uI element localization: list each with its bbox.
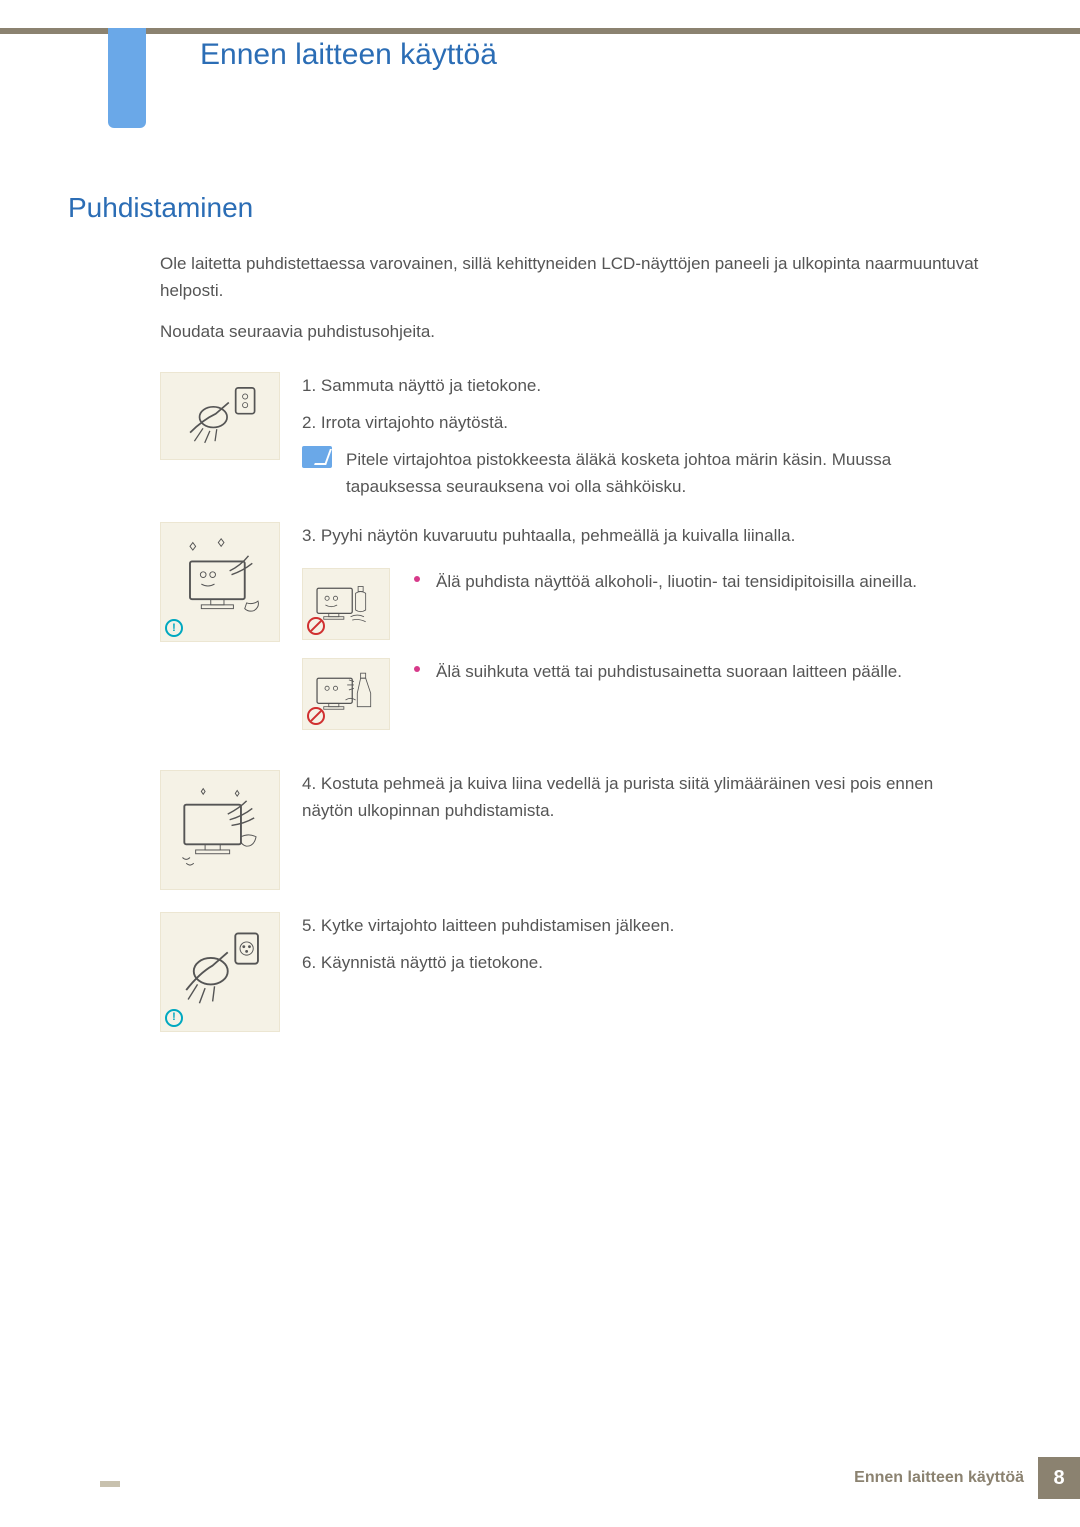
illustration-damp-cloth bbox=[160, 770, 280, 890]
step-3-bullet-1: Älä puhdista näyttöä alkoholi-, liuotin-… bbox=[436, 568, 917, 595]
step-1-2-row: 1. Sammuta näyttö ja tietokone. 2. Irrot… bbox=[160, 372, 980, 501]
step-6-text: 6. Käynnistä näyttö ja tietokone. bbox=[302, 949, 980, 976]
step-4-row: 4. Kostuta pehmeä ja kuiva liina vedellä… bbox=[160, 770, 980, 890]
section-title: Puhdistaminen bbox=[68, 192, 253, 224]
illustration-no-spray bbox=[302, 658, 390, 730]
top-olive-bar bbox=[0, 28, 1080, 34]
footer-chapter-text: Ennen laitteen käyttöä bbox=[854, 1469, 1024, 1487]
step-2-note: Pitele virtajohtoa pistokkeesta äläkä ko… bbox=[302, 446, 980, 500]
prohibit-badge-icon bbox=[307, 707, 325, 725]
intro-paragraph-2: Noudata seuraavia puhdistusohjeita. bbox=[160, 318, 980, 345]
illustration-no-chemicals bbox=[302, 568, 390, 640]
footer-accent-left bbox=[100, 1481, 120, 1487]
step-5-text: 5. Kytke virtajohto laitteen puhdistamis… bbox=[302, 912, 980, 939]
info-badge-icon: ! bbox=[165, 619, 183, 637]
bullet-icon bbox=[414, 666, 420, 672]
step-4-text: 4. Kostuta pehmeä ja kuiva liina vedellä… bbox=[302, 770, 980, 824]
illustration-unplug bbox=[160, 372, 280, 460]
step-3-text: 3. Pyyhi näytön kuvaruutu puhtaalla, peh… bbox=[302, 522, 980, 549]
page-footer: Ennen laitteen käyttöä 8 bbox=[854, 1457, 1080, 1499]
step-3-warning-2: Älä suihkuta vettä tai puhdistusainetta … bbox=[302, 658, 980, 730]
illustration-plug-in: ! bbox=[160, 912, 280, 1032]
body-content: Ole laitetta puhdistettaessa varovainen,… bbox=[160, 250, 980, 1054]
bullet-icon bbox=[414, 576, 420, 582]
illustration-wipe-screen: ! bbox=[160, 522, 280, 642]
prohibit-badge-icon bbox=[307, 617, 325, 635]
step-3-warning-1: Älä puhdista näyttöä alkoholi-, liuotin-… bbox=[302, 568, 980, 640]
intro-paragraph-1: Ole laitetta puhdistettaessa varovainen,… bbox=[160, 250, 980, 304]
step-5-6-row: ! 5. Kytke virtajohto laitteen puhdistam… bbox=[160, 912, 980, 1032]
step-3-row: ! 3. Pyyhi näytön kuvaruutu puhtaalla, p… bbox=[160, 522, 980, 747]
step-3-bullet-2: Älä suihkuta vettä tai puhdistusainetta … bbox=[436, 658, 902, 685]
step-2-text: 2. Irrota virtajohto näytöstä. bbox=[302, 409, 980, 436]
chapter-tab bbox=[108, 28, 146, 128]
step-2-note-text: Pitele virtajohtoa pistokkeesta äläkä ko… bbox=[346, 446, 980, 500]
info-badge-icon: ! bbox=[165, 1009, 183, 1027]
note-icon bbox=[302, 446, 332, 468]
page-number: 8 bbox=[1038, 1457, 1080, 1499]
chapter-title: Ennen laitteen käyttöä bbox=[200, 38, 497, 72]
step-1-text: 1. Sammuta näyttö ja tietokone. bbox=[302, 372, 980, 399]
